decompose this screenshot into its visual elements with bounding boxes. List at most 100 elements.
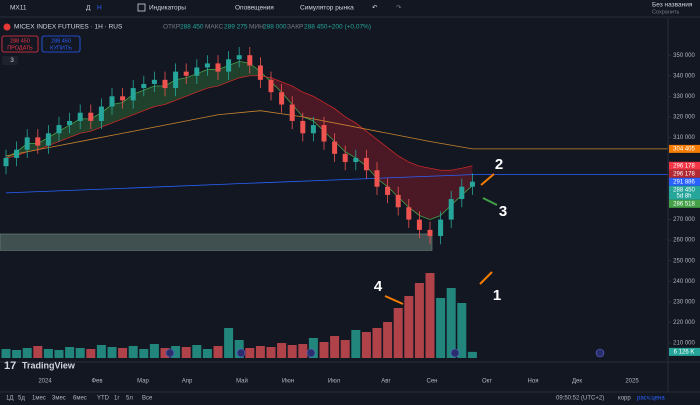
candle-body — [332, 141, 338, 154]
volume-bar — [319, 342, 329, 358]
candle-body — [56, 125, 62, 134]
volume-bar — [202, 349, 212, 358]
annotation-arrows — [384, 173, 495, 305]
ribbon-fill — [398, 155, 409, 208]
toolbar — [0, 0, 700, 17]
ribbon-fill — [228, 61, 240, 82]
range-button[interactable]: 1г — [114, 396, 120, 402]
ribbon-fill — [16, 143, 28, 156]
annotation: 1 — [493, 287, 501, 304]
range-button[interactable]: 5д — [18, 396, 25, 402]
range-button[interactable]: 5л — [126, 396, 133, 402]
interval[interactable]: Н — [97, 5, 102, 12]
ribbon-fill — [69, 118, 81, 138]
ribbon-fill — [366, 131, 377, 179]
buy-price: 288 450 — [51, 38, 71, 44]
volume-bar — [361, 332, 371, 358]
adjust[interactable]: корр — [618, 396, 631, 402]
interval[interactable]: Д — [86, 5, 91, 12]
annotation: 4 — [374, 278, 383, 295]
price-label-bg — [669, 185, 700, 200]
ribbon-fill — [377, 139, 388, 187]
redo[interactable]: ↷ — [396, 5, 402, 12]
candle-body — [88, 112, 94, 121]
volume-bar — [287, 345, 297, 358]
candle-body — [459, 186, 465, 200]
candle-body — [151, 79, 157, 84]
save[interactable]: Сохранить — [652, 9, 679, 15]
symbol[interactable]: MX11 — [10, 5, 27, 12]
indicators-button[interactable]: Индикаторы — [149, 5, 186, 12]
volume-bar — [12, 350, 22, 358]
candle-body — [215, 63, 221, 72]
candle-body — [300, 120, 306, 134]
volume-bar — [404, 296, 414, 358]
range-button[interactable]: 3мес — [52, 396, 66, 402]
indicator-toggle[interactable] — [2, 56, 18, 65]
range-button[interactable]: 1Д — [6, 396, 13, 402]
legend-label: МАКС — [205, 24, 223, 31]
candle-body — [120, 96, 126, 101]
range-button[interactable]: 6мес — [73, 396, 87, 402]
ribbon-fill — [196, 69, 208, 93]
candle-body — [416, 219, 422, 230]
ribbon-fill — [334, 108, 346, 152]
x-tick-label: Апр — [182, 379, 193, 385]
candle-body — [289, 104, 295, 121]
candle-body — [247, 55, 253, 66]
candle-body — [183, 71, 189, 76]
candle-body — [130, 88, 136, 101]
ribbon-fill — [175, 77, 187, 101]
x-tick-label: Дек — [572, 379, 582, 385]
buy-button[interactable] — [41, 35, 81, 53]
ribbon-fill — [48, 131, 59, 146]
brand: TradingView — [22, 360, 76, 370]
arrow — [479, 271, 493, 285]
brand-logo: 17 — [4, 360, 16, 372]
x-tick-label: Фев — [91, 379, 102, 385]
ribbon-fill — [313, 96, 324, 132]
range-button[interactable]: 1мес — [32, 396, 46, 402]
candle-body — [385, 186, 391, 195]
chart-pane — [0, 46, 668, 358]
volume-bar — [457, 303, 467, 358]
volume-bar — [118, 348, 128, 358]
alerts-button[interactable]: Оповещения — [235, 5, 274, 12]
settle[interactable]: расч.цена — [637, 396, 665, 402]
candle-body — [98, 106, 104, 121]
candle-body — [204, 63, 210, 68]
x-tick-label: 2024 — [38, 379, 52, 385]
ribbon-fill — [27, 143, 38, 152]
candle-body — [3, 157, 9, 167]
undo[interactable]: ↶ — [372, 5, 378, 12]
x-tick-label: Сен — [427, 379, 438, 385]
volume-bar — [1, 349, 11, 358]
y-tick-label: 320 000 — [673, 114, 695, 120]
event-icon — [236, 348, 246, 358]
candle-body — [14, 149, 20, 158]
simulator-button[interactable]: Симулятор рынка — [300, 5, 354, 12]
buy-label: КУПИТЬ — [50, 45, 72, 51]
sell-button[interactable] — [1, 35, 39, 53]
price-label: 304 405 — [673, 146, 695, 152]
ribbon-fill — [292, 86, 303, 117]
sell-price: 288 450 — [10, 38, 30, 44]
volume-bar — [308, 338, 318, 358]
range-button[interactable]: Все — [142, 396, 153, 402]
x-tick-label: Авг — [381, 379, 391, 385]
ribbon-fill — [165, 79, 176, 105]
ribbon-fill — [430, 168, 441, 220]
price-label: 291 886 — [673, 179, 695, 185]
legend-label: ОТКР — [163, 24, 180, 31]
candle-body — [469, 181, 475, 187]
range-button[interactable]: YTD — [97, 396, 110, 402]
y-tick-label: 330 000 — [673, 94, 695, 100]
candle-body — [194, 67, 200, 76]
y-tick-label: 310 000 — [673, 135, 695, 141]
volume-bar — [54, 350, 64, 358]
layout-name[interactable]: Без названия — [652, 2, 693, 9]
ribbon-fill — [101, 104, 112, 128]
candle-body — [35, 137, 41, 146]
bottom-bar: 1Д 5д 1мес 3мес 6мес YTD 1г 5л Все — [6, 396, 153, 402]
ribbon-fill — [133, 90, 144, 115]
